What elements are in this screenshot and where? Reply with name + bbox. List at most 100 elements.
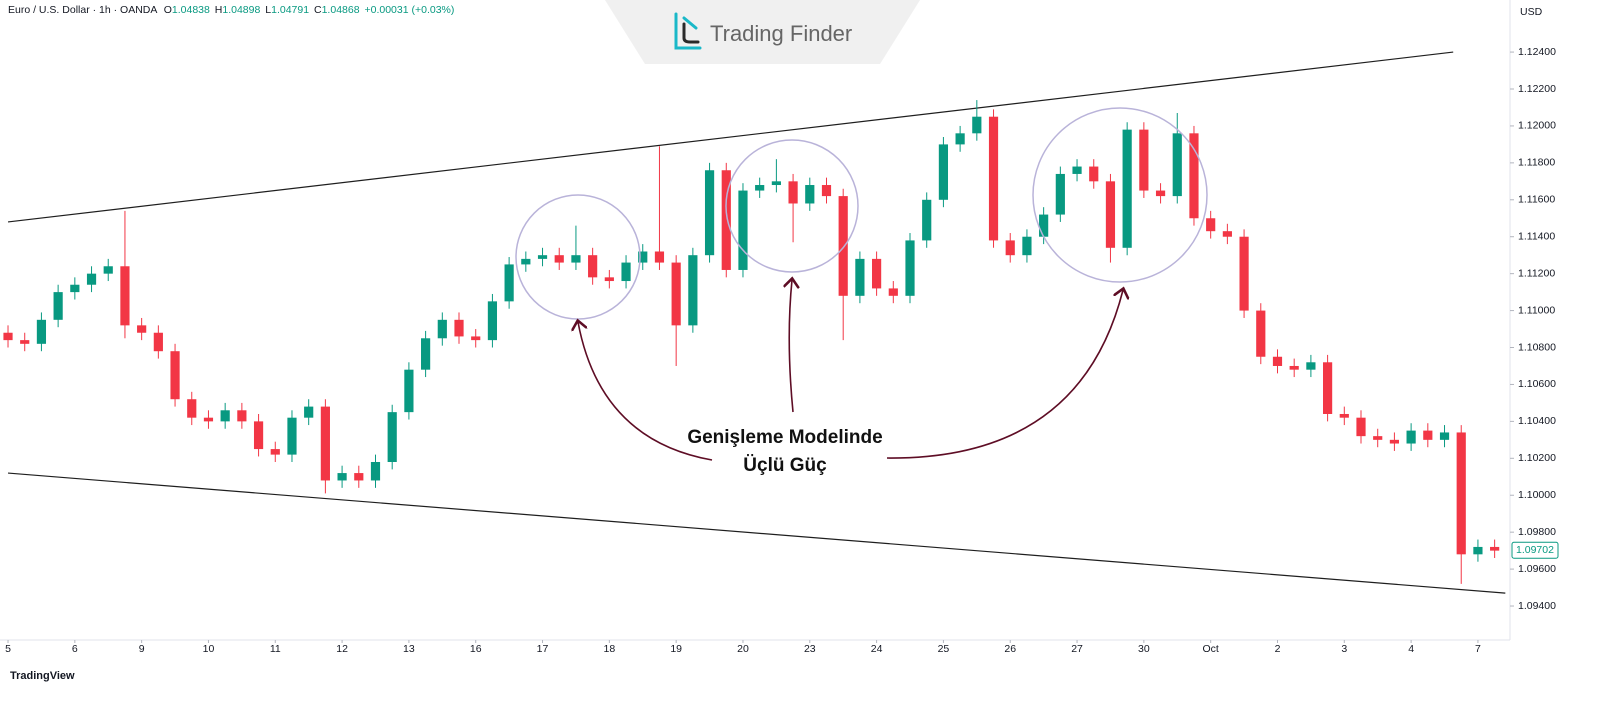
symbol-info: Euro / U.S. Dollar · 1h · OANDA O1.04838… (8, 4, 454, 16)
y-tick-label: 1.12200 (1518, 83, 1556, 95)
y-tick-label: 1.11000 (1518, 304, 1555, 316)
x-tick-label: 12 (336, 643, 348, 655)
candle-body (1222, 231, 1232, 237)
ohlc-value: 1.04791 (271, 4, 309, 16)
candle-body (1005, 240, 1015, 256)
candle-body (521, 258, 531, 265)
candle-body (53, 292, 63, 320)
x-tick-label: 19 (670, 643, 682, 655)
ohlc-value: 1.04838 (172, 4, 210, 16)
highlight-circle (1032, 107, 1208, 283)
candle-body (821, 185, 832, 197)
candle-body (1256, 310, 1266, 357)
candle-body (120, 266, 130, 326)
symbol: Euro / U.S. Dollar · 1h · OANDA (8, 4, 157, 16)
candle-body (454, 319, 464, 337)
x-tick-label: 23 (804, 643, 816, 655)
candle-body (1406, 430, 1416, 444)
x-tick-label: Oct (1203, 643, 1219, 655)
candle-body (1122, 129, 1132, 248)
watermark-text: Trading Finder (710, 21, 852, 46)
trendline (7, 51, 1454, 223)
candle-body (988, 116, 999, 241)
candle-body (471, 336, 481, 341)
ohlc-key: C (314, 4, 322, 16)
candle-body (170, 351, 180, 400)
candle-body (1022, 236, 1032, 256)
candle-body (237, 410, 247, 422)
x-tick-label: 20 (737, 643, 749, 655)
candle-body (1389, 439, 1400, 444)
candle-body (771, 181, 781, 186)
candle-body (1105, 181, 1116, 248)
x-tick-label: 24 (871, 643, 883, 655)
y-tick-label: 1.12400 (1518, 46, 1556, 58)
candle-body (755, 185, 765, 191)
candle-body (1155, 190, 1166, 197)
y-tick-label: 1.10800 (1518, 341, 1556, 353)
candle-body (1239, 236, 1249, 311)
candle-body (738, 190, 748, 270)
axis-unit: USD (1520, 6, 1543, 18)
x-tick-label: 17 (537, 643, 549, 655)
candle-body (253, 421, 264, 450)
candle-body (1272, 356, 1283, 366)
candle-body (137, 325, 147, 333)
ohlc-key: H (215, 4, 223, 16)
candle-body (704, 170, 715, 256)
watermark-logo (674, 12, 702, 50)
x-tick-label: 27 (1071, 643, 1083, 655)
arrow (578, 322, 713, 461)
last-price-label: 1.09702 (1516, 544, 1554, 556)
x-tick-label: 5 (5, 643, 11, 655)
candle-body (855, 258, 865, 296)
y-tick-label: 1.09800 (1518, 526, 1556, 538)
x-tick-label: 13 (403, 643, 415, 655)
candle-body (1306, 362, 1316, 370)
candle-body (1189, 133, 1199, 219)
candle-body (187, 399, 197, 418)
x-tick-label: 3 (1341, 643, 1347, 655)
candle-body (487, 301, 498, 341)
candle-body (370, 461, 381, 481)
candle-body (1172, 133, 1182, 197)
y-tick-label: 1.10200 (1518, 452, 1556, 464)
candle-body (1339, 413, 1349, 418)
candle-body (421, 338, 431, 370)
y-tick-label: 1.09400 (1518, 600, 1556, 612)
x-tick-label: 30 (1138, 643, 1150, 655)
candle-body (337, 473, 347, 481)
y-tick-label: 1.11400 (1518, 231, 1555, 243)
candle-body (972, 116, 982, 134)
x-tick-label: 18 (604, 643, 616, 655)
candle-body (1089, 166, 1099, 182)
ohlc-value: 1.04868 (322, 4, 360, 16)
candle-body (888, 288, 898, 296)
candle-body (1490, 546, 1500, 551)
candle-body (1356, 417, 1366, 437)
candle-body (1139, 129, 1149, 191)
x-tick-label: 4 (1408, 643, 1414, 655)
candle-body (287, 417, 297, 455)
candle-body (805, 185, 815, 204)
candle-body (1456, 432, 1466, 555)
trendline (7, 472, 1506, 594)
ohlc-key: L (265, 4, 271, 16)
y-tick-label: 1.10600 (1518, 378, 1556, 390)
last-price-box (1511, 541, 1559, 559)
y-tick-label: 1.11600 (1518, 194, 1555, 206)
candle-body (721, 170, 731, 270)
candle-body (872, 258, 882, 289)
annotation: Genişleme Modelinde (687, 427, 882, 448)
candle-body (838, 196, 848, 296)
x-tick-label: 9 (139, 643, 145, 655)
candle-body (3, 332, 13, 341)
ohlc-value: 1.04898 (222, 4, 260, 16)
candle-body (387, 412, 397, 462)
candle-body (1439, 432, 1450, 440)
candle-body (270, 449, 280, 455)
candle-body (938, 144, 949, 200)
candle-body (20, 340, 30, 344)
